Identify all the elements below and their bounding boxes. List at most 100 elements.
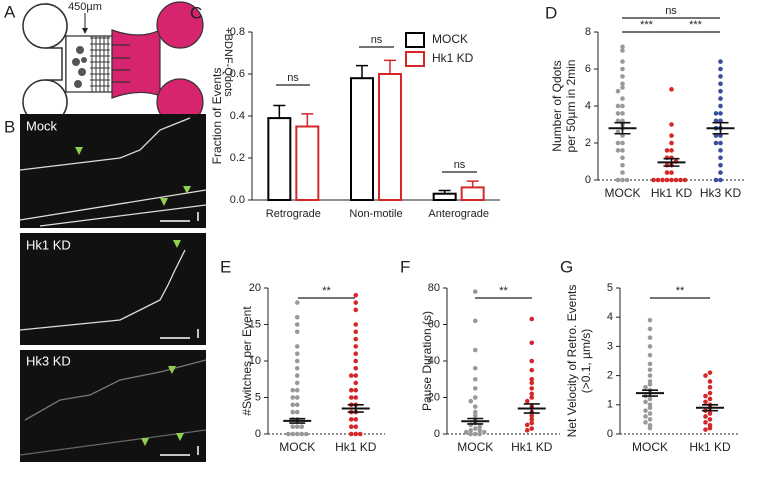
data-point	[718, 155, 723, 161]
data-point	[353, 300, 359, 305]
sig-label: ***	[640, 19, 654, 31]
y-tick-label: 4	[607, 311, 613, 323]
y-tick-label: 10	[249, 355, 261, 367]
data-point	[290, 387, 296, 393]
data-point	[703, 414, 708, 419]
data-point	[664, 177, 670, 183]
data-point	[647, 373, 653, 378]
data-point	[682, 177, 688, 183]
x-tick-label: Hk3 KD	[700, 186, 742, 200]
sem-bar	[642, 389, 658, 397]
legend-label: MOCK	[432, 32, 468, 46]
data-point	[353, 395, 359, 400]
data-point	[353, 344, 359, 349]
data-point	[669, 177, 674, 183]
data-point	[620, 111, 625, 116]
data-point	[472, 289, 478, 294]
data-point	[643, 408, 648, 413]
data-point	[620, 162, 625, 168]
bar	[295, 125, 320, 201]
y-tick-label: 0	[585, 174, 591, 186]
data-point	[477, 424, 483, 430]
data-point	[620, 177, 625, 183]
data-point	[472, 347, 478, 353]
data-point	[647, 396, 653, 402]
data-point	[718, 177, 723, 183]
data-point	[529, 413, 535, 419]
data-point	[294, 395, 300, 400]
data-point	[529, 376, 535, 382]
y-tick-label: 40	[428, 355, 440, 367]
data-point	[353, 387, 359, 393]
data-point	[707, 379, 713, 384]
error-bar	[384, 59, 396, 74]
data-point	[620, 96, 625, 101]
data-point	[472, 431, 478, 437]
data-point	[718, 162, 723, 168]
data-point	[713, 177, 719, 183]
x-tick-label: Hk1 KD	[651, 186, 693, 200]
data-point	[353, 358, 359, 364]
data-point	[294, 351, 300, 357]
data-point	[620, 85, 625, 90]
kymo-label: Mock	[26, 118, 58, 133]
data-point	[703, 393, 708, 399]
y-tick-label: 0	[607, 428, 613, 440]
data-point	[655, 177, 661, 183]
y-tick-label: 6	[585, 63, 591, 75]
data-point	[620, 66, 625, 72]
data-point	[303, 431, 309, 437]
data-point	[707, 425, 713, 431]
x-tick-label: Anterograde	[428, 208, 489, 220]
data-point	[664, 148, 670, 153]
data-point	[529, 316, 535, 322]
data-point	[673, 177, 679, 183]
bar	[432, 192, 457, 201]
data-point	[294, 402, 300, 408]
panel-label: C	[190, 3, 202, 22]
kymo-label: Hk1 KD	[26, 237, 71, 252]
x-tick-label: MOCK	[457, 440, 493, 454]
panel-label: G	[560, 257, 573, 276]
error-bar	[301, 113, 314, 127]
data-point	[718, 103, 723, 109]
data-point	[290, 409, 296, 415]
data-point	[294, 322, 300, 327]
data-point	[647, 382, 653, 387]
data-point	[353, 366, 359, 371]
axon-compartment	[111, 29, 161, 99]
data-point	[620, 59, 625, 64]
y-tick-label: 0.0	[230, 194, 245, 206]
sem-bar	[663, 157, 680, 167]
qdot-label: +BDNF-Qdots	[222, 27, 234, 97]
data-point	[643, 399, 648, 405]
data-point	[294, 358, 300, 364]
data-point	[294, 329, 300, 335]
data-point	[703, 373, 708, 378]
data-point	[620, 74, 625, 79]
sig-label: ns	[371, 34, 383, 46]
data-point	[353, 336, 359, 342]
legend-swatch	[405, 51, 425, 67]
data-point	[615, 148, 621, 153]
data-point	[524, 422, 530, 428]
y-tick-label: 60	[428, 318, 440, 330]
panel-label: B	[4, 117, 15, 136]
y-axis-label: Pause Duration (s)	[420, 311, 434, 411]
data-point	[353, 293, 359, 298]
data-point	[290, 402, 296, 408]
data-point	[294, 314, 300, 320]
legend-swatch	[405, 32, 425, 48]
data-point	[290, 424, 296, 430]
data-point	[348, 431, 354, 437]
panel-label: F	[400, 257, 410, 276]
sig-label: **	[499, 285, 508, 297]
y-tick-label: 0	[255, 428, 261, 440]
data-point	[620, 48, 625, 53]
y-axis-label: per 50µm in 2min	[564, 60, 578, 153]
data-point	[348, 395, 354, 400]
data-point	[620, 81, 625, 87]
data-point	[524, 398, 530, 404]
data-point	[472, 386, 478, 391]
